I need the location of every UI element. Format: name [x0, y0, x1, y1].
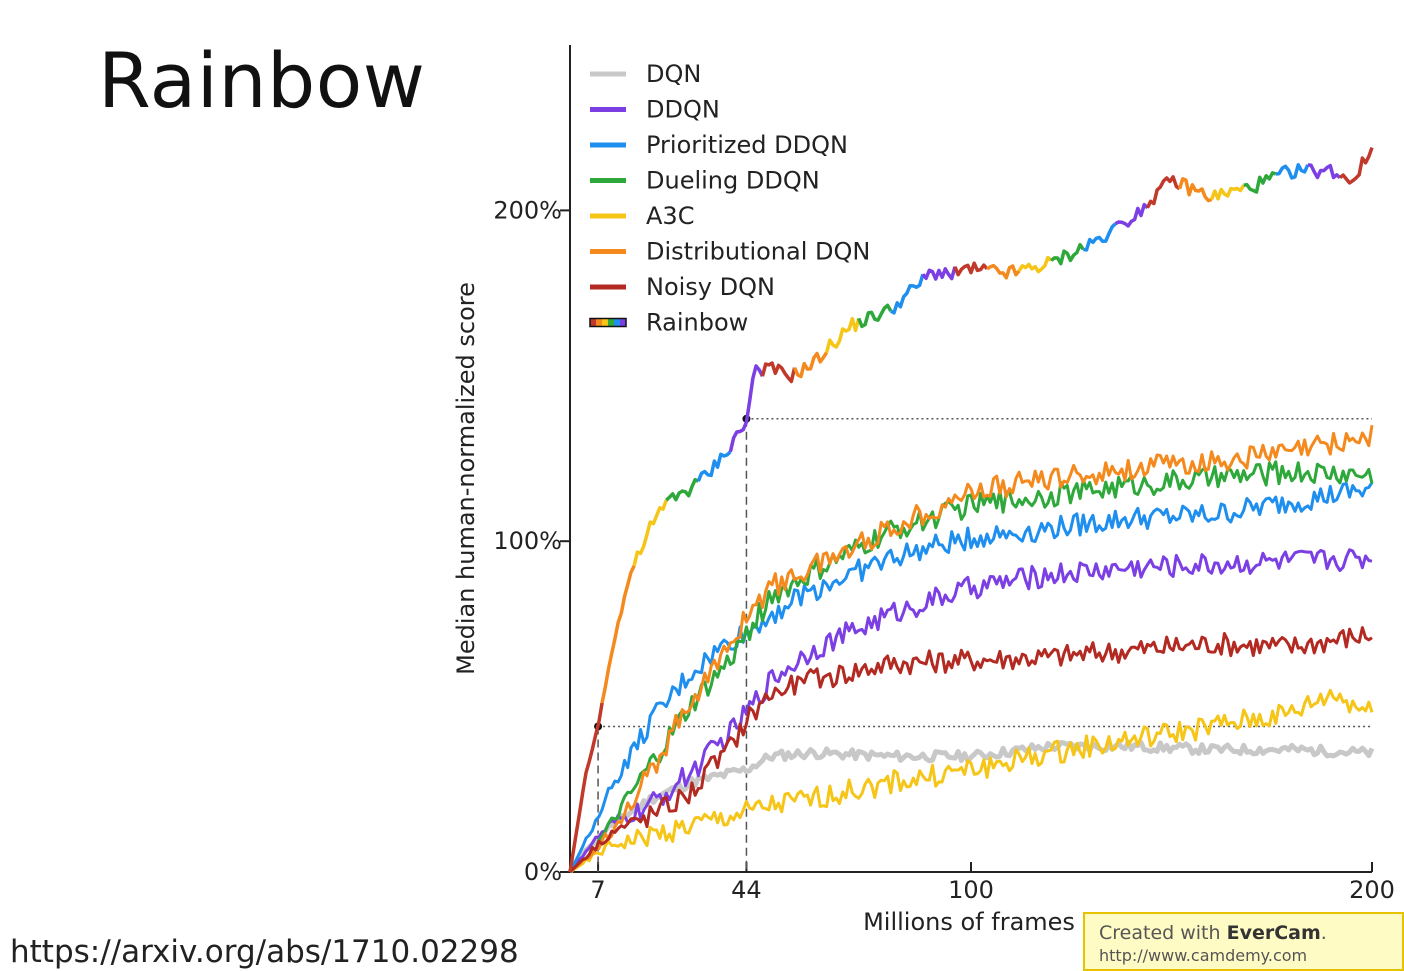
x-axis-label: Millions of frames [863, 908, 1075, 936]
watermark-brand: EverCam [1226, 922, 1321, 944]
rainbow-segment [600, 564, 636, 704]
series-distributional-dqn [569, 425, 1374, 874]
legend-label: A3C [646, 202, 694, 230]
chart-axes: 0% 100% 200% 7 44 100 200 [493, 45, 1395, 904]
series-ddqn [568, 548, 1373, 873]
rainbow-segment [1145, 175, 1181, 209]
rainbow-segment [921, 266, 957, 281]
rainbow-segment [1338, 146, 1374, 185]
evercam-watermark: Created with EverCam. http://www.camdemy… [1083, 912, 1404, 971]
rainbow-segment [824, 316, 861, 353]
series-a3c [569, 688, 1374, 874]
rainbow-segment [1017, 255, 1053, 274]
rainbow-segment [1083, 222, 1117, 252]
rainbow-segment [760, 361, 797, 384]
series-layer [568, 146, 1375, 874]
y-tick-label: 200% [493, 196, 562, 224]
rainbow-segment [857, 303, 893, 329]
legend-swatch-rainbow [614, 318, 620, 327]
rainbow-segment [568, 702, 604, 873]
rainbow-segment [889, 273, 925, 315]
legend-label: Dueling DDQN [646, 167, 820, 195]
legend-swatch-rainbow [602, 318, 608, 327]
x-tick-label: 44 [731, 876, 762, 904]
watermark-caption: Created with EverCam. [1099, 922, 1402, 944]
x-tick-label: 100 [948, 876, 994, 904]
rainbow-segment [1243, 171, 1277, 194]
watermark-prefix: Created with [1099, 922, 1227, 944]
rainbow-segment [728, 364, 765, 453]
rainbow-segment [1177, 177, 1213, 203]
legend-label: DDQN [646, 96, 720, 124]
legend-swatch-rainbow [590, 318, 596, 327]
rainbow-segment [792, 351, 829, 379]
y-axis-label: Median human-normalized score [452, 282, 480, 675]
rainbow-segment [1050, 242, 1085, 266]
series-noisy-dqn [568, 626, 1373, 874]
legend-swatch-border [589, 317, 627, 328]
rainbow-segment [1307, 163, 1342, 180]
x-tick-label: 7 [590, 876, 605, 904]
legend-label: Distributional DQN [646, 238, 870, 266]
watermark-url: http://www.camdemy.com [1099, 946, 1308, 965]
y-tick-label: 0% [524, 858, 562, 886]
rainbow-segment [1114, 202, 1149, 228]
watermark-suffix: . [1320, 922, 1327, 944]
chart-legend: DQN DDQN Prioritized DDQN Dueling DDQN A3C Di… [589, 60, 870, 337]
y-tick-label: 100% [493, 527, 562, 555]
series-prioritized-ddqn [568, 481, 1374, 873]
legend-label: Rainbow [646, 309, 748, 337]
series-dueling-ddqn [569, 460, 1374, 874]
rainbow-segment [632, 499, 668, 567]
legend-swatch-rainbow [608, 318, 614, 327]
rainbow-segment [665, 477, 700, 502]
legend-swatch-rainbow [596, 318, 602, 327]
rainbow-segment [696, 450, 732, 482]
rainbow-segment [986, 263, 1021, 280]
legend-label: Prioritized DDQN [646, 131, 848, 159]
legend-swatch-rainbow [620, 318, 626, 327]
rainbow-segment [953, 261, 989, 277]
rainbow-segment [1275, 163, 1310, 180]
rainbow-segment [1209, 184, 1246, 201]
series-rainbow [568, 146, 1374, 873]
legend-label: Noisy DQN [646, 273, 775, 301]
slide-title: Rainbow [98, 36, 426, 125]
x-tick-label: 200 [1349, 876, 1395, 904]
legend-label: DQN [646, 60, 701, 88]
source-link[interactable]: https://arxiv.org/abs/1710.02298 [10, 934, 519, 970]
